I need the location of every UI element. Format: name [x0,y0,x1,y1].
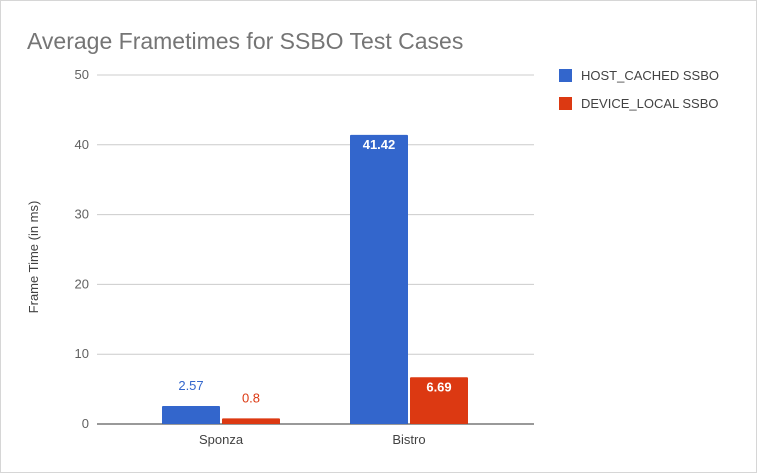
legend-swatch [559,97,572,110]
y-tick-label: 40 [75,137,89,152]
y-axis-label: Frame Time (in ms) [26,201,41,314]
legend: HOST_CACHED SSBO DEVICE_LOCAL SSBO [559,68,719,111]
y-tick-label: 50 [75,67,89,82]
data-label: 2.57 [178,378,203,393]
bar [350,134,408,424]
grid-lines [97,74,534,425]
bar [222,418,280,424]
data-label: 41.42 [363,137,396,152]
category-labels: Sponza Bistro [199,432,426,447]
y-tick-label: 0 [82,416,89,431]
y-tick-label: 30 [75,207,89,222]
legend-label: DEVICE_LOCAL SSBO [581,96,719,111]
data-label: 0.8 [242,390,260,405]
category-label: Bistro [392,432,425,447]
data-labels: 2.57 0.8 41.42 6.69 [178,137,451,406]
data-label: 6.69 [426,379,451,394]
y-tick-label: 10 [75,346,89,361]
y-axis-ticks: 0 10 20 30 40 50 [75,67,89,431]
category-label: Sponza [199,432,244,447]
legend-label: HOST_CACHED SSBO [581,68,719,83]
bar [162,406,220,424]
bars [162,134,468,424]
bar [410,377,468,424]
y-tick-label: 20 [75,276,89,291]
chart-title: Average Frametimes for SSBO Test Cases [27,28,463,54]
legend-swatch [559,69,572,82]
